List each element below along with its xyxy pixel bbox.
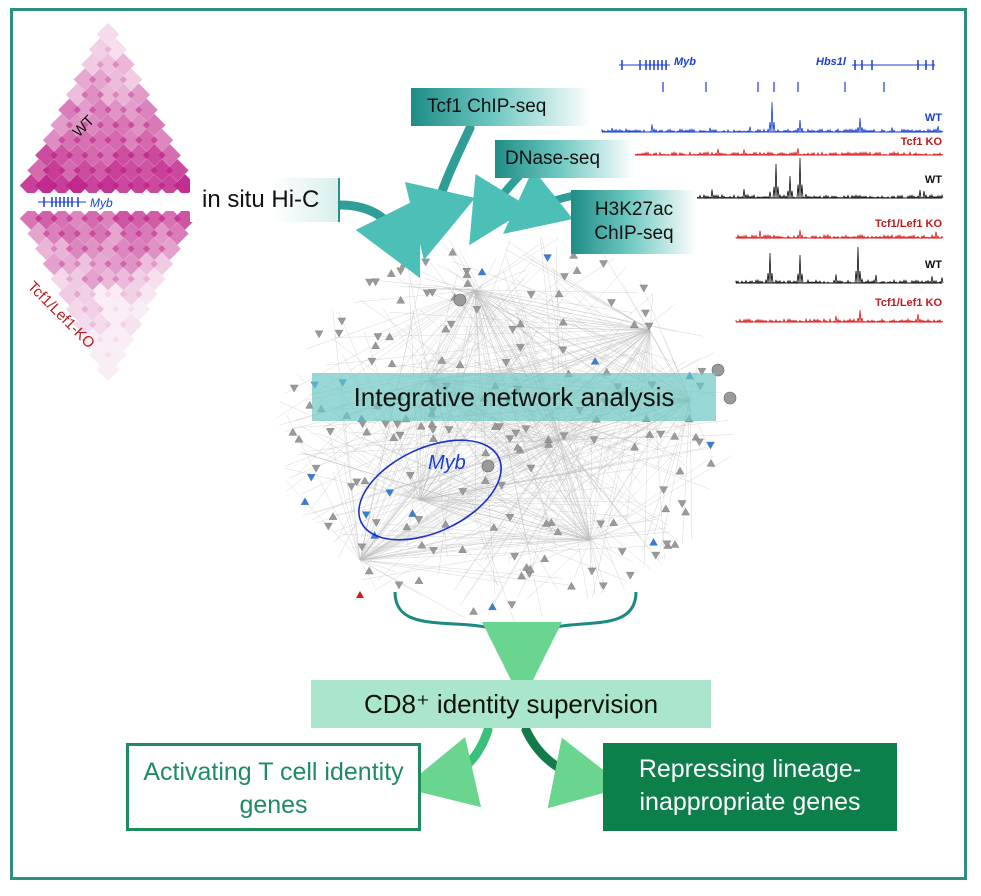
input-arrows (335, 123, 576, 279)
convergence-arrow (393, 591, 638, 702)
output-arrows (402, 725, 626, 809)
track-gene-myb: Myb (674, 56, 696, 68)
hic-gene-label: Myb (90, 196, 113, 210)
repressing-genes-box: Repressing lineage-inappropriate genes (603, 743, 897, 831)
network-edges (275, 237, 734, 622)
myb-module-ellipse (358, 439, 502, 541)
track-label-5: WT (924, 259, 942, 271)
network-analysis-label: Integrative network analysis (312, 373, 716, 421)
h3k27ac-line2: ChIP-seq (594, 223, 674, 244)
hic-heatmap-wt (19, 22, 197, 197)
track-gene-hbs1l: Hbs1l (816, 56, 846, 68)
track-label-2: Tcf1 KO (900, 136, 942, 148)
tcf1-chipseq-label: Tcf1 ChIP-seq (411, 88, 591, 126)
hic-gene-track (24, 193, 194, 211)
cd8-supervision-label: CD8⁺ identity supervision (311, 680, 711, 728)
hic-method-label: in situ Hi-C (190, 178, 340, 222)
hic-heatmap-ko (19, 207, 197, 382)
h3k27ac-chipseq-label: H3K27ac ChIP-seq (571, 190, 697, 254)
dnase-seq-label: DNase-seq (495, 140, 635, 178)
track-label-3: WT (924, 174, 942, 186)
h3k27ac-line1: H3K27ac (594, 199, 674, 220)
genome-browser-tracks (601, 60, 944, 324)
track-label-6: Tcf1/Lef1 KO (874, 297, 942, 309)
network-myb-label: Myb (428, 452, 466, 474)
track-label-4: Tcf1/Lef1 KO (874, 218, 942, 230)
activating-genes-box: Activating T cell identity genes (126, 743, 421, 831)
track-label-1: WT (924, 112, 942, 124)
